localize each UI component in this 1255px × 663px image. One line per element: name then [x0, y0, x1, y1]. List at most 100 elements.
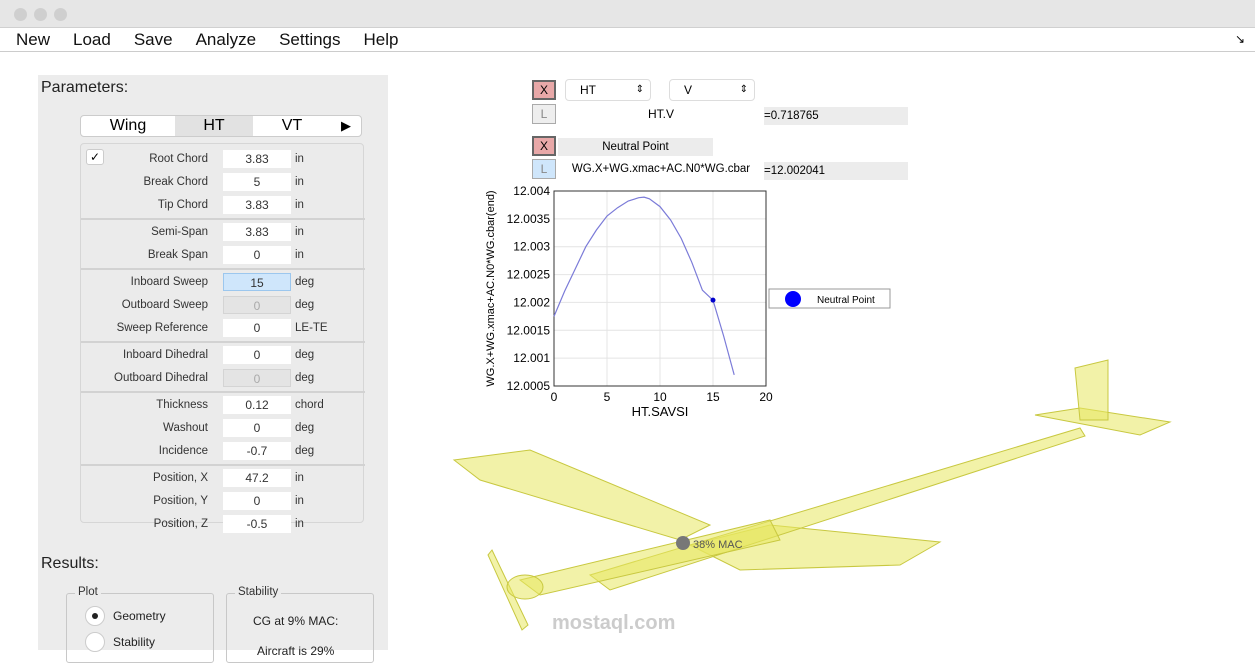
- param-row: Break Chord 5 in: [81, 171, 365, 194]
- param-input[interactable]: 3.83: [223, 150, 291, 168]
- series-line: [553, 196, 735, 376]
- x-tick-label: 5: [604, 390, 611, 404]
- y-tick-label: 12.0035: [507, 212, 551, 226]
- param-label: Outboard Sweep: [121, 299, 208, 311]
- param-input[interactable]: 3.83: [223, 196, 291, 214]
- param-input[interactable]: 0: [223, 346, 291, 364]
- menu-settings[interactable]: Settings: [279, 30, 341, 49]
- param-label: Position, X: [153, 472, 208, 484]
- y-axis-label: WG.X+WG.xmac+AC.N0*WG.cbar(end): [485, 190, 497, 386]
- param-unit: deg: [295, 422, 315, 434]
- tab-more-play-icon[interactable]: ▶: [341, 118, 351, 133]
- close-window-button[interactable]: [14, 8, 27, 21]
- title-bar: [0, 0, 1255, 28]
- stability-group: Stability CG at 9% MAC: Aircraft is 29%: [226, 586, 374, 663]
- param-label: Tip Chord: [157, 199, 208, 211]
- param-label: Inboard Sweep: [130, 276, 208, 288]
- aircraft-stability-text: Aircraft is 29%: [257, 644, 335, 658]
- parameters-box: ✓ Root Chord 3.83 in Break Chord 5 in Tip Chor…: [80, 143, 365, 533]
- plot-frame: [553, 190, 767, 387]
- neutral-point-chart: 0 5 10 15 20 12.0005 12.001 12.0015 12.002 12.002…: [485, 184, 891, 419]
- param-label: Semi-Span: [151, 226, 208, 238]
- param-input[interactable]: 0: [223, 492, 291, 510]
- x-tick-label: 20: [759, 390, 773, 404]
- param-input[interactable]: -0.7: [223, 442, 291, 460]
- y-expression-field[interactable]: WG.X+WG.xmac+AC.N0*WG.cbar: [558, 159, 764, 179]
- param-input[interactable]: 0: [223, 296, 291, 314]
- select-variable[interactable]: V ⇕: [669, 79, 755, 101]
- radio-stability[interactable]: [85, 632, 105, 652]
- param-unit: in: [295, 153, 304, 165]
- param-input[interactable]: 3.83: [223, 223, 291, 241]
- menu-analyze[interactable]: Analyze: [195, 30, 257, 49]
- param-row: Position, X 47.2 in: [81, 467, 365, 490]
- plot-group-label: Plot: [75, 586, 101, 598]
- param-input[interactable]: 0: [223, 419, 291, 437]
- select-component[interactable]: HT ⇕: [565, 79, 651, 101]
- stability-group-label: Stability: [235, 586, 282, 598]
- param-unit: deg: [295, 445, 315, 457]
- param-row: Incidence -0.7 deg: [81, 440, 365, 463]
- spinner: [506, 574, 544, 600]
- param-label: Thickness: [156, 399, 208, 411]
- select-component-value: HT: [580, 83, 596, 97]
- minimize-window-button[interactable]: [34, 8, 47, 21]
- param-row: Tip Chord 3.83 in: [81, 194, 365, 217]
- remove-y-button[interactable]: X: [532, 136, 556, 156]
- x-readout: =0.718765: [764, 107, 908, 125]
- tab-ht[interactable]: HT: [175, 116, 253, 136]
- param-input[interactable]: 0: [223, 369, 291, 387]
- param-label: Outboard Dihedral: [114, 372, 208, 384]
- x-tick-label: 15: [706, 390, 720, 404]
- menu-save[interactable]: Save: [133, 30, 173, 49]
- log-l-button-y[interactable]: L: [532, 159, 556, 179]
- param-unit: in: [295, 472, 304, 484]
- vertical-tail: [1074, 359, 1109, 421]
- param-unit: in: [295, 249, 304, 261]
- remove-x-button[interactable]: X: [532, 80, 556, 100]
- param-input[interactable]: 15: [223, 273, 291, 291]
- radio-geometry[interactable]: [85, 606, 105, 626]
- y-series-label: Neutral Point: [558, 138, 713, 156]
- menu-help[interactable]: Help: [363, 30, 399, 49]
- param-label: Position, Z: [153, 518, 208, 530]
- param-unit: in: [295, 226, 304, 238]
- param-label: Sweep Reference: [116, 322, 208, 334]
- enable-checkbox-check-icon[interactable]: ✓: [86, 149, 104, 165]
- param-input[interactable]: 0: [223, 319, 291, 337]
- param-unit: chord: [295, 399, 324, 411]
- param-label: Break Chord: [143, 176, 208, 188]
- menu-load[interactable]: Load: [73, 30, 111, 49]
- param-input[interactable]: -0.5: [223, 515, 291, 533]
- param-label: Washout: [163, 422, 208, 434]
- param-unit: in: [295, 495, 304, 507]
- group-separator: [81, 218, 365, 220]
- y-tick-label: 12.0005: [507, 379, 551, 393]
- param-unit: in: [295, 199, 304, 211]
- resize-icon[interactable]: ↘: [1234, 32, 1245, 46]
- param-input[interactable]: 0.12: [223, 396, 291, 414]
- group-separator: [81, 268, 365, 270]
- y-tick-label: 12.001: [513, 351, 550, 365]
- tab-wing[interactable]: Wing: [109, 117, 147, 134]
- legend-label: Neutral Point: [817, 295, 875, 306]
- param-input[interactable]: 47.2: [223, 469, 291, 487]
- plot-group: Plot Geometry Stability: [66, 586, 214, 663]
- left-panel: Parameters: Wing HT VT ▶ ✓ Root Chord 3.8…: [38, 75, 388, 663]
- param-unit: LE-TE: [295, 322, 328, 334]
- x-expression-field[interactable]: HT.V: [558, 104, 764, 124]
- log-l-button[interactable]: L: [532, 104, 556, 124]
- param-input[interactable]: 0: [223, 246, 291, 264]
- cg-text: CG at 9% MAC:: [253, 614, 339, 628]
- zoom-window-button[interactable]: [54, 8, 67, 21]
- param-row: Inboard Sweep 15 deg: [81, 271, 365, 294]
- param-row: Root Chord 3.83 in: [81, 148, 365, 171]
- x-axis-label: HT.SAVSI: [632, 404, 689, 419]
- horizontal-tail: [1034, 407, 1172, 436]
- param-input[interactable]: 5: [223, 173, 291, 191]
- menu-new[interactable]: New: [16, 30, 51, 49]
- aircraft-3d-model[interactable]: 38% MAC: [440, 350, 1200, 650]
- x-tick-label: 10: [653, 390, 667, 404]
- param-row: Break Span 0 in: [81, 244, 365, 267]
- tab-vt[interactable]: VT: [281, 117, 303, 134]
